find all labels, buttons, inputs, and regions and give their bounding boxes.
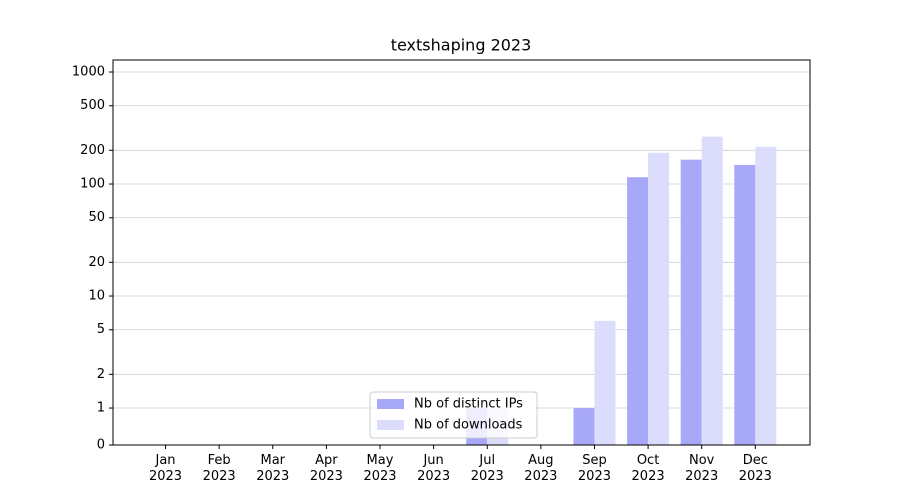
y-tick-label: 0 — [97, 438, 105, 453]
x-tick-label: Nov 2023 — [685, 453, 719, 484]
x-tick-label: Apr 2023 — [309, 453, 343, 484]
bar — [627, 177, 649, 446]
bar — [734, 164, 756, 445]
y-tick-label: 500 — [80, 98, 105, 113]
bar — [573, 408, 595, 445]
legend-swatch — [377, 420, 404, 430]
x-tick-label: Jan 2023 — [148, 453, 183, 484]
x-tick-label: Jun 2023 — [417, 453, 451, 484]
x-tick-label: Oct 2023 — [631, 453, 665, 484]
x-tick-label: May 2023 — [363, 453, 397, 484]
y-tick-label: 10 — [88, 289, 105, 304]
x-tick-label: Mar 2023 — [256, 453, 290, 484]
plot-frame — [112, 59, 811, 446]
y-tick-label: 20 — [88, 255, 105, 270]
y-tick-label: 2 — [97, 367, 105, 382]
x-tick-label: Dec 2023 — [738, 453, 772, 484]
x-tick-label: Aug 2023 — [524, 453, 558, 484]
bar — [648, 152, 670, 446]
y-tick-label: 50 — [88, 210, 105, 225]
legend-label: Nb of distinct IPs — [414, 397, 523, 412]
bar — [594, 320, 616, 445]
y-tick-label: 100 — [80, 177, 105, 192]
x-tick-label: Feb 2023 — [202, 453, 236, 484]
x-tick-label: Jul 2023 — [470, 453, 504, 484]
bar — [680, 159, 702, 446]
legend-label: Nb of downloads — [414, 418, 523, 433]
x-tick-label: Sep 2023 — [577, 453, 611, 484]
bar — [755, 146, 777, 445]
y-tick-label: 1000 — [72, 65, 105, 80]
legend: Nb of distinct IPs Nb of downloads — [369, 391, 538, 439]
legend-box — [369, 391, 538, 439]
y-tick-label: 5 — [97, 322, 105, 337]
chart-title: textshaping 2023 — [391, 36, 532, 55]
legend-swatch — [377, 399, 404, 409]
y-tick-label: 1 — [97, 401, 105, 416]
bar — [701, 136, 723, 445]
y-tick-label: 200 — [80, 143, 105, 158]
